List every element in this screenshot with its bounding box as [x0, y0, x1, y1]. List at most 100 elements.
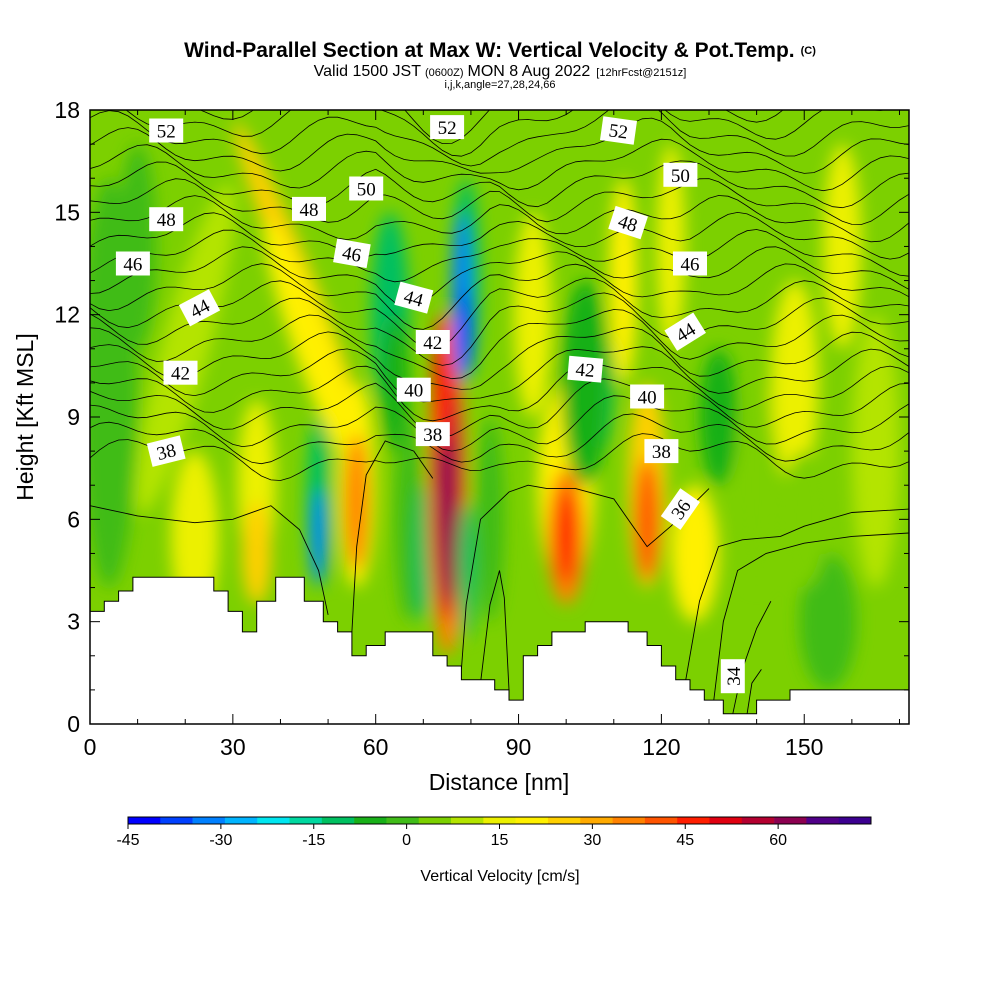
velocity-cell	[456, 502, 476, 639]
contour-label-text: 38	[155, 440, 179, 465]
colorbar-cell	[774, 817, 807, 824]
contour-label-42: 42	[415, 330, 450, 354]
theta-contour-line	[90, 433, 909, 481]
contour-label-46: 46	[333, 238, 371, 269]
contour-label-box	[630, 384, 665, 409]
contour-label-52: 52	[430, 115, 465, 140]
chart-subtitle: Valid 1500 JST (0600Z) MON 8 Aug 2022 [12hr…	[314, 63, 687, 80]
theta-contour-line	[90, 309, 909, 380]
colorbar-cell	[612, 817, 646, 824]
y-tick-label: 9	[67, 404, 80, 430]
theta-contour-line	[90, 211, 909, 260]
velocity-cell	[656, 144, 686, 349]
velocity-cell	[780, 451, 829, 588]
y-tick-label: 3	[67, 609, 80, 635]
contour-label-text: 50	[357, 180, 376, 201]
colorbar-cell	[741, 817, 775, 824]
contour-label-38: 38	[146, 435, 186, 467]
contour-label-42: 42	[567, 355, 604, 383]
contour-label-text: 38	[423, 425, 442, 446]
contour-label-box	[149, 207, 184, 232]
x-tick-label: 150	[785, 734, 823, 760]
chart-title: Wind-Parallel Section at Max W: Vertical…	[184, 39, 816, 62]
contour-label-38: 38	[415, 422, 450, 447]
colorbar-cell	[289, 817, 323, 824]
contour-label-box	[660, 488, 700, 530]
colorbar-cell	[709, 817, 743, 824]
contour-label-box	[664, 312, 706, 351]
colorbar-tick-label: -15	[302, 832, 325, 849]
contour-label-box	[394, 281, 434, 314]
contour-label-52: 52	[149, 118, 184, 143]
x-tick-label: 60	[363, 734, 389, 760]
contour-label-box	[415, 330, 450, 354]
colorbar-cell	[321, 817, 355, 824]
theta-contour-line	[90, 110, 909, 167]
velocity-cell	[699, 348, 738, 486]
y-axis-title: Height [Kft MSL]	[12, 333, 38, 500]
contour-label-52: 52	[599, 116, 638, 145]
theta-contour-line	[90, 363, 909, 422]
contour-label-text: 38	[652, 442, 671, 463]
theta-contour-line	[351, 440, 434, 632]
contour-label-text: 40	[638, 388, 657, 409]
contour-label-box	[292, 196, 326, 221]
contour-label-box	[149, 118, 184, 143]
y-tick-label: 18	[54, 97, 80, 123]
theta-contour-line	[90, 138, 909, 192]
contour-label-text: 40	[404, 381, 423, 402]
contour-label-34: 34	[720, 659, 745, 694]
contour-label-box	[644, 439, 679, 464]
contour-label-36: 36	[660, 488, 700, 530]
velocity-cell	[556, 488, 576, 585]
contour-label-50: 50	[349, 176, 384, 201]
theta-contour-line	[90, 277, 909, 350]
colorbar-tick-label: -45	[116, 832, 139, 849]
velocity-cell	[635, 457, 660, 581]
theta-contour-line	[480, 570, 510, 690]
theta-contour-line	[90, 292, 909, 366]
velocity-cell	[799, 553, 857, 690]
contour-label-text: 50	[671, 166, 690, 187]
contour-label-text: 42	[575, 359, 596, 382]
velocity-cell	[135, 183, 236, 514]
theta-contour-line	[90, 178, 909, 225]
velocity-cell	[242, 502, 271, 605]
contour-label-box	[415, 422, 450, 447]
velocity-cell	[561, 280, 610, 486]
contour-label-box	[608, 205, 648, 240]
contour-label-text: 42	[423, 333, 442, 354]
contour-label-box	[333, 238, 371, 269]
theta-contour-line	[460, 484, 710, 670]
theta-contour-line	[90, 160, 909, 209]
contour-label-48: 48	[149, 207, 184, 232]
x-tick-label: 30	[220, 734, 246, 760]
theta-contour-line	[90, 505, 329, 615]
contour-label-box	[349, 176, 384, 201]
contour-label-box	[146, 435, 186, 467]
theta-contour-line	[90, 229, 909, 283]
terrain	[90, 576, 909, 724]
contour-label-box	[720, 659, 745, 694]
contour-label-48: 48	[292, 196, 326, 221]
velocity-field	[90, 122, 900, 690]
contour-label-40: 40	[396, 377, 431, 402]
velocity-cell	[311, 488, 326, 585]
colorbar-title: Vertical Velocity [cm/s]	[420, 868, 579, 885]
contour-label-box	[567, 355, 604, 383]
colorbar-tick-label: 15	[491, 832, 509, 849]
colorbar: -45 -30 -15 0 15 30 45 60 Vertical Velocity [cm…	[116, 816, 872, 885]
colorbar-cell	[580, 817, 613, 824]
contour-label-40: 40	[630, 384, 665, 409]
contour-label-box	[396, 377, 431, 402]
velocity-cell	[459, 290, 473, 373]
theta-contour-line	[90, 346, 909, 403]
theta-contour-line	[90, 263, 909, 330]
colorbar-cell	[160, 817, 193, 824]
velocity-cell	[475, 417, 505, 622]
velocity-cell	[380, 314, 410, 452]
x-axis-title: Distance [nm]	[429, 769, 570, 795]
x-tick-label: 0	[84, 734, 97, 760]
